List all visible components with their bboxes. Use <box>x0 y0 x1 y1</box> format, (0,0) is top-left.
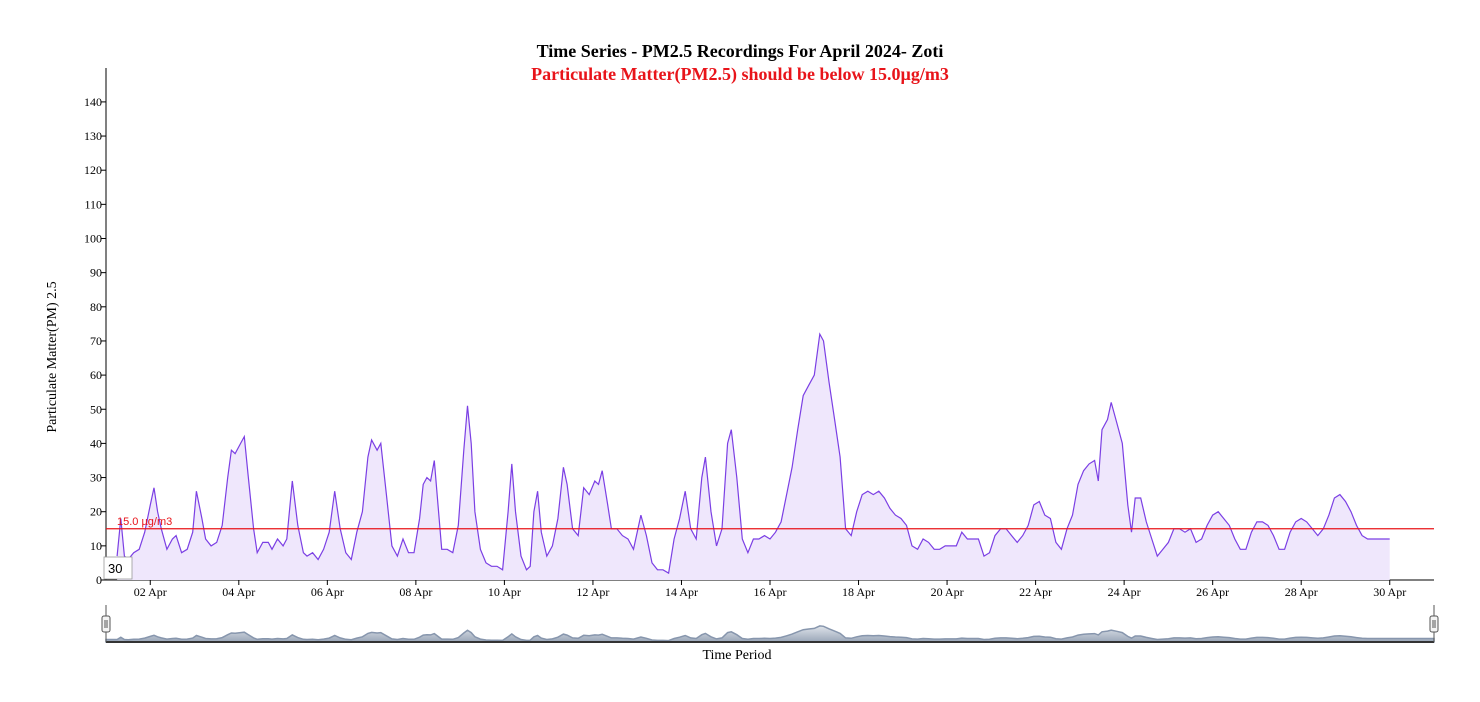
y-tick-label: 0 <box>96 573 102 587</box>
x-tick-label: 20 Apr <box>931 585 964 599</box>
y-tick-label: 60 <box>90 368 102 382</box>
x-axis-label: Time Period <box>702 648 771 663</box>
tooltip-layer: 30 <box>103 556 133 580</box>
x-tick-label: 12 Apr <box>576 585 609 599</box>
x-tick-label: 30 Apr <box>1373 585 1406 599</box>
y-tick-label: 50 <box>90 402 102 416</box>
x-tick-label: 14 Apr <box>665 585 698 599</box>
series-line <box>116 332 1390 575</box>
y-tick-label: 10 <box>90 539 102 553</box>
x-tick-label: 24 Apr <box>1108 585 1141 599</box>
y-tick-label: 110 <box>84 197 102 211</box>
navigator-track[interactable] <box>106 605 1434 642</box>
navigator-area <box>105 625 1435 643</box>
x-tick-label: 16 Apr <box>754 585 787 599</box>
x-tick-label: 26 Apr <box>1196 585 1229 599</box>
navigator[interactable] <box>101 605 1439 643</box>
series-area <box>117 334 1390 580</box>
threshold-layer: 15.0 µg/m3 <box>106 516 1434 530</box>
x-tick-label: 18 Apr <box>842 585 875 599</box>
threshold-label: 15.0 µg/m3 <box>117 516 172 528</box>
x-tick-label: 06 Apr <box>311 585 344 599</box>
y-tick-label: 130 <box>84 129 102 143</box>
x-tick-label: 22 Apr <box>1019 585 1052 599</box>
y-tick-label: 90 <box>90 266 102 280</box>
tooltip-box <box>103 556 133 580</box>
y-tick-label: 40 <box>90 436 102 450</box>
chart-title: Time Series - PM2.5 Recordings For April… <box>536 41 944 61</box>
x-tick-label: 02 Apr <box>134 585 167 599</box>
chart-subtitle: Particulate Matter(PM2.5) should be belo… <box>531 64 949 84</box>
x-tick-label: 08 Apr <box>399 585 432 599</box>
navigator-left-handle[interactable] <box>101 615 111 633</box>
y-tick-label: 80 <box>90 300 102 314</box>
y-tick-label: 70 <box>90 334 102 348</box>
tooltip-value: 30 <box>108 561 122 576</box>
x-tick-label: 10 Apr <box>488 585 521 599</box>
x-axis: 02 Apr 04 Apr 06 Apr 08 Apr 10 Apr 12 Apr 14 A… <box>106 579 1434 599</box>
y-axis-label: Particulate Matter(PM) 2.5 <box>45 281 60 432</box>
x-tick-label: 28 Apr <box>1285 585 1318 599</box>
navigator-right-handle[interactable] <box>1429 615 1439 633</box>
chart-title-block: Time Series - PM2.5 Recordings For April… <box>0 40 1480 86</box>
y-tick-label: 100 <box>84 232 102 246</box>
y-tick-label: 20 <box>90 505 102 519</box>
y-tick-label: 30 <box>90 471 102 485</box>
y-axis: 0 10 20 30 40 50 60 70 80 90 100 110 120 130 140 <box>84 68 107 587</box>
y-tick-label: 140 <box>84 95 102 109</box>
x-tick-label: 04 Apr <box>222 585 255 599</box>
series-layer <box>116 332 1390 580</box>
y-tick-label: 120 <box>84 163 102 177</box>
